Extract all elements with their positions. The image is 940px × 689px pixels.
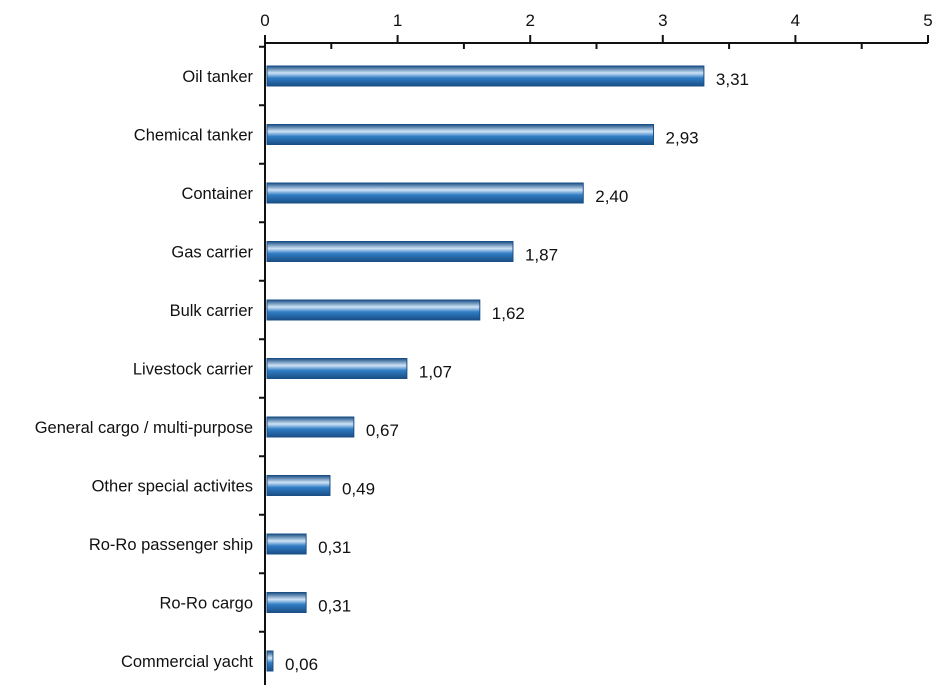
- value-label: 1,62: [492, 304, 525, 323]
- category-label: Livestock carrier: [133, 361, 254, 379]
- category-label: Ro-Ro passenger ship: [89, 536, 253, 554]
- bar: [266, 416, 355, 438]
- value-label: 0,49: [342, 480, 375, 499]
- bar: [266, 592, 307, 613]
- value-label: 0,31: [318, 597, 351, 616]
- bar: [266, 358, 408, 379]
- category-label: Other special activites: [92, 478, 253, 496]
- category-label: Commercial yacht: [121, 653, 253, 671]
- category-label: Gas carrier: [171, 244, 253, 262]
- value-label: 1,07: [419, 363, 452, 382]
- value-label: 0,67: [366, 421, 399, 440]
- bars: [266, 65, 705, 672]
- category-label: Chemical tanker: [134, 127, 254, 145]
- x-tick-label: 0: [260, 11, 269, 30]
- category-label: Container: [181, 185, 253, 203]
- value-label: 2,93: [666, 129, 699, 148]
- axes: [259, 35, 929, 685]
- bar: [266, 65, 705, 87]
- x-tick-label: 3: [658, 11, 667, 30]
- x-tick-label: 5: [923, 11, 932, 30]
- bar: [266, 533, 307, 555]
- bar: [266, 241, 514, 262]
- bar: [266, 475, 331, 496]
- value-label: 0,06: [285, 655, 318, 674]
- x-tick-label: 4: [791, 11, 800, 30]
- bar: [266, 650, 274, 672]
- category-label: General cargo / multi-purpose: [35, 419, 253, 437]
- category-label: Ro-Ro cargo: [159, 595, 253, 613]
- value-label: 1,87: [525, 246, 558, 265]
- bar: [266, 299, 481, 321]
- x-tick-label: 1: [393, 11, 402, 30]
- value-label: 2,40: [595, 187, 628, 206]
- value-label: 3,31: [716, 70, 749, 89]
- x-tick-label: 2: [525, 11, 534, 30]
- bar: [266, 124, 655, 145]
- value-label: 0,31: [318, 538, 351, 557]
- bar: [266, 182, 584, 204]
- labels: 0 1 2 3 4 5 Oil tanker 3,31 Chemical tanker 2,93 C…: [35, 11, 933, 674]
- category-label: Oil tanker: [182, 68, 253, 86]
- category-label: Bulk carrier: [170, 302, 254, 320]
